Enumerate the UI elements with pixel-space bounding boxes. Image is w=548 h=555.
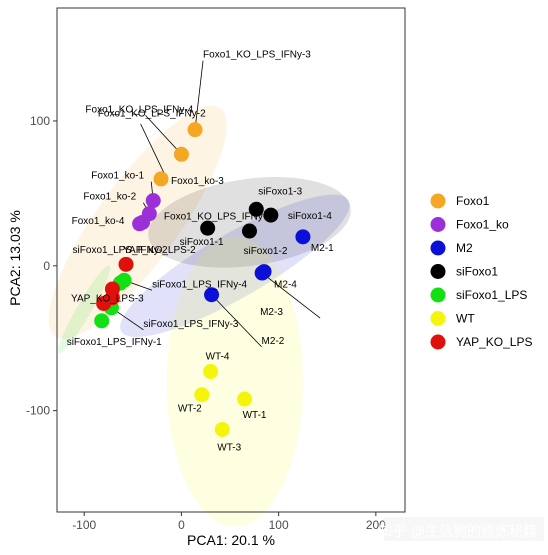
leader-line: [145, 115, 182, 155]
label-wt-3: WT-3: [217, 442, 241, 453]
leader-line: [211, 294, 262, 348]
legend-key-sifoxo1_lps: [430, 287, 446, 303]
label-foxo1_ko_lps_ifny-4: Foxo1_KO_LPS_IFNy-4: [85, 104, 193, 115]
point-sifoxo1-4: [263, 207, 279, 223]
x-tick-label: -100: [72, 518, 96, 532]
label-sifoxo1-1: siFoxo1-1: [180, 237, 224, 248]
watermark: 知乎 @生信狗的修炼秘籍: [379, 523, 537, 540]
label-sifoxo1_lps_ifny-4: siFoxo1_LPS_IFNy-4: [152, 279, 247, 290]
label-m2-2: M2-2: [262, 336, 285, 347]
leader-line: [261, 272, 321, 319]
point-yap_ko_lps-unlabeled: [96, 295, 112, 311]
label-sifoxo1-4: siFoxo1-4: [288, 211, 332, 222]
point-foxo1_ko-1: [145, 193, 161, 209]
legend-label-foxo1_ko: Foxo1_ko: [456, 218, 509, 232]
legend-key-wt: [430, 311, 446, 326]
legend-key-foxo1_ko: [430, 217, 446, 232]
legend: Foxo1 Foxo1_ko M2 siFoxo1 siFoxo1_LPS WT YAP_K…: [430, 193, 533, 350]
point-sifoxo1_lps_ifny-1: [94, 313, 110, 329]
point-foxo1_ko_lps_ifny-4: [173, 146, 189, 162]
label-leader-lines: [111, 60, 321, 348]
label-siFoxo1-lps-ifny-2: siFoxo1_LPS_IFNy-2: [73, 245, 168, 256]
point-sifoxo1-3: [248, 201, 264, 217]
label-m2-3: M2-3: [260, 307, 283, 318]
ellipse-wt: [166, 236, 303, 527]
y-tick-label: -100: [26, 404, 50, 418]
x-tick-label: 200: [366, 518, 386, 532]
label-sifoxo1_lps_ifny-1: siFoxo1_LPS_IFNy-1: [67, 337, 162, 348]
legend-label-sifoxo1_lps: siFoxo1_LPS: [456, 288, 527, 302]
point-foxo1_ko_lps_ifny-3: [187, 122, 203, 138]
point-foxo1_ko-3: [153, 171, 169, 187]
label-foxo1_ko-2: Foxo1_ko-2: [83, 192, 136, 203]
x-tick-label: 100: [269, 518, 289, 532]
confidence-ellipses: [48, 105, 351, 527]
label-foxo1-ko-lps-ifny-1: Foxo1_KO_LPS_IFNy-1: [164, 211, 272, 222]
point-wt-1: [237, 391, 253, 407]
point-yap_ko_lps-3: [118, 256, 134, 272]
legend-key-yap_ko_lps: [430, 334, 446, 350]
label-m2-4: M2-4: [274, 280, 297, 291]
y-tick-label: 0: [43, 259, 50, 273]
leader-line: [140, 123, 168, 180]
label-sifoxo1-2: siFoxo1-2: [243, 246, 287, 257]
legend-key-m2: [430, 240, 446, 256]
label-foxo1-ko-lps-ifny-2: Foxo1_KO_LPS_IFNy-2: [98, 109, 206, 120]
legend-key-foxo1: [430, 193, 446, 209]
legend-label-sifoxo1: siFoxo1: [456, 265, 498, 279]
y-axis-title: PCA2: 13.03 %: [7, 210, 23, 306]
plot-panel-border: [56, 7, 406, 513]
ellipse-m2: [120, 194, 350, 337]
label-wt-4: WT-4: [206, 352, 230, 363]
data-points: [94, 122, 311, 437]
y-tick-label: 100: [30, 114, 50, 128]
point-m2-3: [254, 265, 270, 281]
legend-label-m2: M2: [456, 241, 473, 255]
label-wt-2: WT-2: [178, 404, 202, 415]
label-foxo1_ko-1: Foxo1_ko-1: [91, 171, 144, 182]
ellipse-sifoxo1_lps: [58, 265, 111, 354]
leader-line: [194, 60, 204, 130]
legend-label-yap_ko_lps: YAP_KO_LPS: [456, 335, 533, 349]
label-wt-1: WT-1: [243, 410, 267, 421]
x-tick-label: 0: [178, 518, 185, 532]
point-wt-2: [194, 387, 210, 403]
point-wt-3: [214, 421, 230, 437]
point-foxo1_ko-unlabeled: [135, 214, 151, 230]
point-wt-4: [203, 364, 219, 380]
label-foxo1_ko-3: Foxo1_ko-3: [171, 176, 224, 187]
legend-key-sifoxo1: [430, 264, 446, 279]
point-sifoxo1-1: [200, 220, 216, 236]
watermark-backdrop: [384, 517, 544, 541]
label-sifoxo1_lps_ifny-3: siFoxo1_LPS_IFNy-3: [143, 319, 238, 330]
legend-label-wt: WT: [456, 312, 475, 326]
axis-ticks: -100 0 100 200 -100 0 100: [26, 114, 386, 532]
label-foxo1_ko_lps_ifny-3: Foxo1_KO_LPS_IFNy-3: [203, 50, 311, 61]
legend-label-foxo1: Foxo1: [456, 194, 490, 208]
label-sifoxo1-3: siFoxo1-3: [258, 186, 302, 197]
point-m2-1: [295, 229, 311, 245]
point-m2-2: [204, 287, 220, 303]
point-sifoxo1-2: [241, 223, 257, 239]
label-yap-ko-lps-2: YAP_KO_LPS-2: [123, 245, 196, 256]
label-foxo1_ko-4: Foxo1_ko-4: [72, 216, 125, 227]
label-yap_ko_lps-3: YAP_KO_LPS-3: [71, 293, 144, 304]
x-axis-title: PCA1: 20.1 %: [187, 532, 275, 548]
ellipse-sifoxo1: [148, 177, 351, 268]
point-labels: Foxo1_KO_LPS_IFNy-3Foxo1_KO_LPS_IFNy-4Fo…: [67, 50, 334, 454]
label-m2-1: M2-1: [311, 243, 334, 254]
